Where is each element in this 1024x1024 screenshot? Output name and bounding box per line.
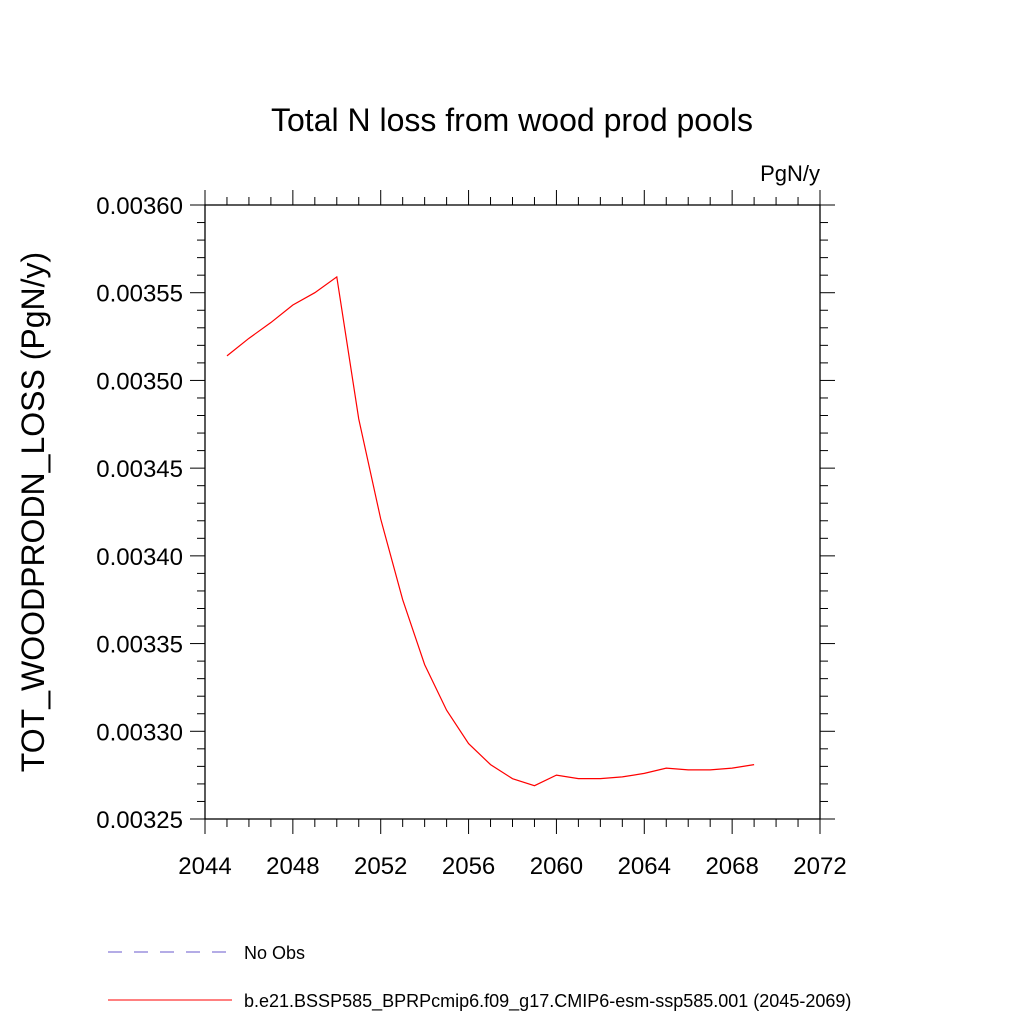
y-tick-label: 0.00340 [96, 544, 183, 571]
y-tick-label: 0.00360 [96, 193, 183, 220]
x-tick-label: 2064 [618, 853, 671, 880]
plot-frame [204, 204, 821, 820]
legend-label: No Obs [244, 943, 305, 963]
legend: No Obs b.e21.BSSP585_BPRPcmip6.f09_g17.CM… [108, 943, 851, 1012]
y-tick-label: 0.00330 [96, 719, 183, 746]
units-label: PgN/y [760, 161, 820, 186]
x-tick-label: 2060 [530, 853, 583, 880]
y-tick-label: 0.00335 [96, 632, 183, 659]
legend-label: b.e21.BSSP585_BPRPcmip6.f09_g17.CMIP6-es… [244, 991, 851, 1012]
y-tick-label: 0.00355 [96, 281, 183, 308]
axis-ticks: 2044 2048 2052 2056 2060 2064 2068 2072 0.00325 0… [96, 190, 847, 880]
y-tick-label: 0.00325 [96, 807, 183, 834]
x-tick-label: 2068 [705, 853, 758, 880]
series-line-1 [226, 275, 755, 787]
x-tick-label: 2048 [266, 853, 319, 880]
chart-title: Total N loss from wood prod pools [271, 102, 753, 138]
y-tick-label: 0.00345 [96, 456, 183, 483]
y-axis-label: TOT_WOODPRODN_LOSS (PgN/y) [15, 252, 51, 772]
plot-lines [226, 275, 755, 787]
x-tick-label: 2072 [793, 853, 846, 880]
y-tick-label: 0.00350 [96, 368, 183, 395]
x-tick-label: 2056 [442, 853, 495, 880]
x-tick-label: 2044 [178, 853, 231, 880]
x-tick-label: 2052 [354, 853, 407, 880]
